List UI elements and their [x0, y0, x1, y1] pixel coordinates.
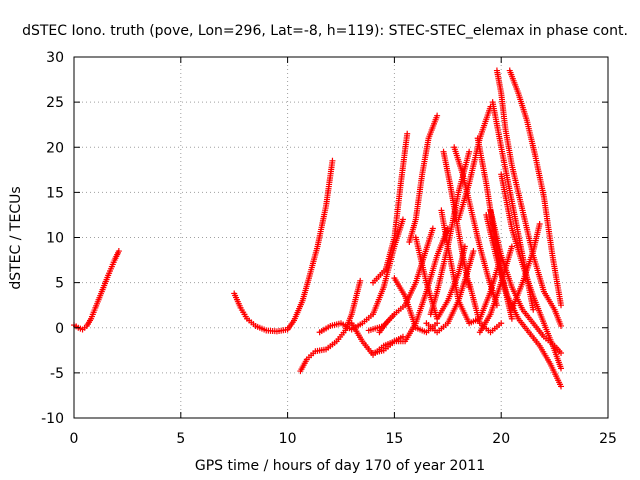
series-track	[493, 67, 565, 329]
series-track	[231, 157, 336, 335]
series-track	[370, 130, 411, 286]
x-axis-label: GPS time / hours of day 170 of year 2011	[195, 458, 485, 474]
series-track	[476, 243, 515, 336]
data-point	[536, 220, 543, 227]
y-tick-label: 10	[46, 231, 64, 247]
series-track	[508, 220, 543, 313]
data-points	[71, 67, 565, 390]
data-point	[357, 277, 364, 284]
x-tick-label: 10	[279, 431, 297, 447]
y-tick-label: 15	[46, 185, 64, 201]
data-point	[115, 248, 122, 255]
data-point	[404, 130, 411, 137]
series-track	[297, 277, 364, 375]
y-tick-labels: -10 -5 0 5 10 15 20 25 30	[41, 50, 64, 427]
series-track	[376, 311, 398, 336]
data-point	[470, 248, 477, 255]
data-point	[329, 157, 336, 164]
data-point	[508, 315, 515, 322]
tick-marks	[73, 56, 609, 419]
series-track	[451, 144, 500, 309]
data-point	[558, 383, 565, 390]
series-track	[316, 216, 406, 336]
series-track	[498, 171, 565, 372]
x-tick-label: 25	[599, 431, 617, 447]
y-axis-label: dSTEC / TECUs	[8, 186, 24, 289]
y-tick-label: -10	[41, 411, 64, 427]
x-tick-labels: 0 5 10 15 20 25	[70, 431, 617, 447]
y-tick-label: 5	[55, 276, 64, 292]
x-tick-label: 5	[176, 431, 185, 447]
data-point	[558, 350, 565, 357]
y-tick-label: 0	[55, 321, 64, 337]
series-track	[466, 279, 505, 336]
data-point	[466, 148, 473, 155]
series-track	[423, 248, 477, 336]
data-point	[508, 243, 515, 250]
data-point	[558, 302, 565, 309]
chart-title: dSTEC Iono. truth (pove, Lon=296, Lat=-8…	[22, 23, 628, 39]
data-point	[558, 322, 565, 329]
x-tick-label: 0	[70, 431, 79, 447]
y-tick-label: 25	[46, 95, 64, 111]
data-point	[498, 320, 505, 327]
y-tick-label: 20	[46, 140, 64, 156]
y-tick-label: -5	[50, 366, 64, 382]
x-tick-label: 15	[385, 431, 403, 447]
data-point	[434, 112, 441, 119]
series-track	[370, 225, 451, 357]
data-point	[558, 365, 565, 372]
series-track	[483, 211, 565, 390]
data-point	[391, 311, 398, 318]
grid	[74, 57, 608, 418]
x-tick-label: 20	[492, 431, 510, 447]
series-track	[406, 112, 441, 246]
data-point	[444, 225, 451, 232]
data-point	[530, 306, 537, 313]
y-tick-label: 30	[46, 50, 64, 66]
series-track	[71, 248, 122, 333]
series-track	[506, 67, 565, 309]
data-point	[429, 225, 436, 232]
data-point	[399, 216, 406, 223]
